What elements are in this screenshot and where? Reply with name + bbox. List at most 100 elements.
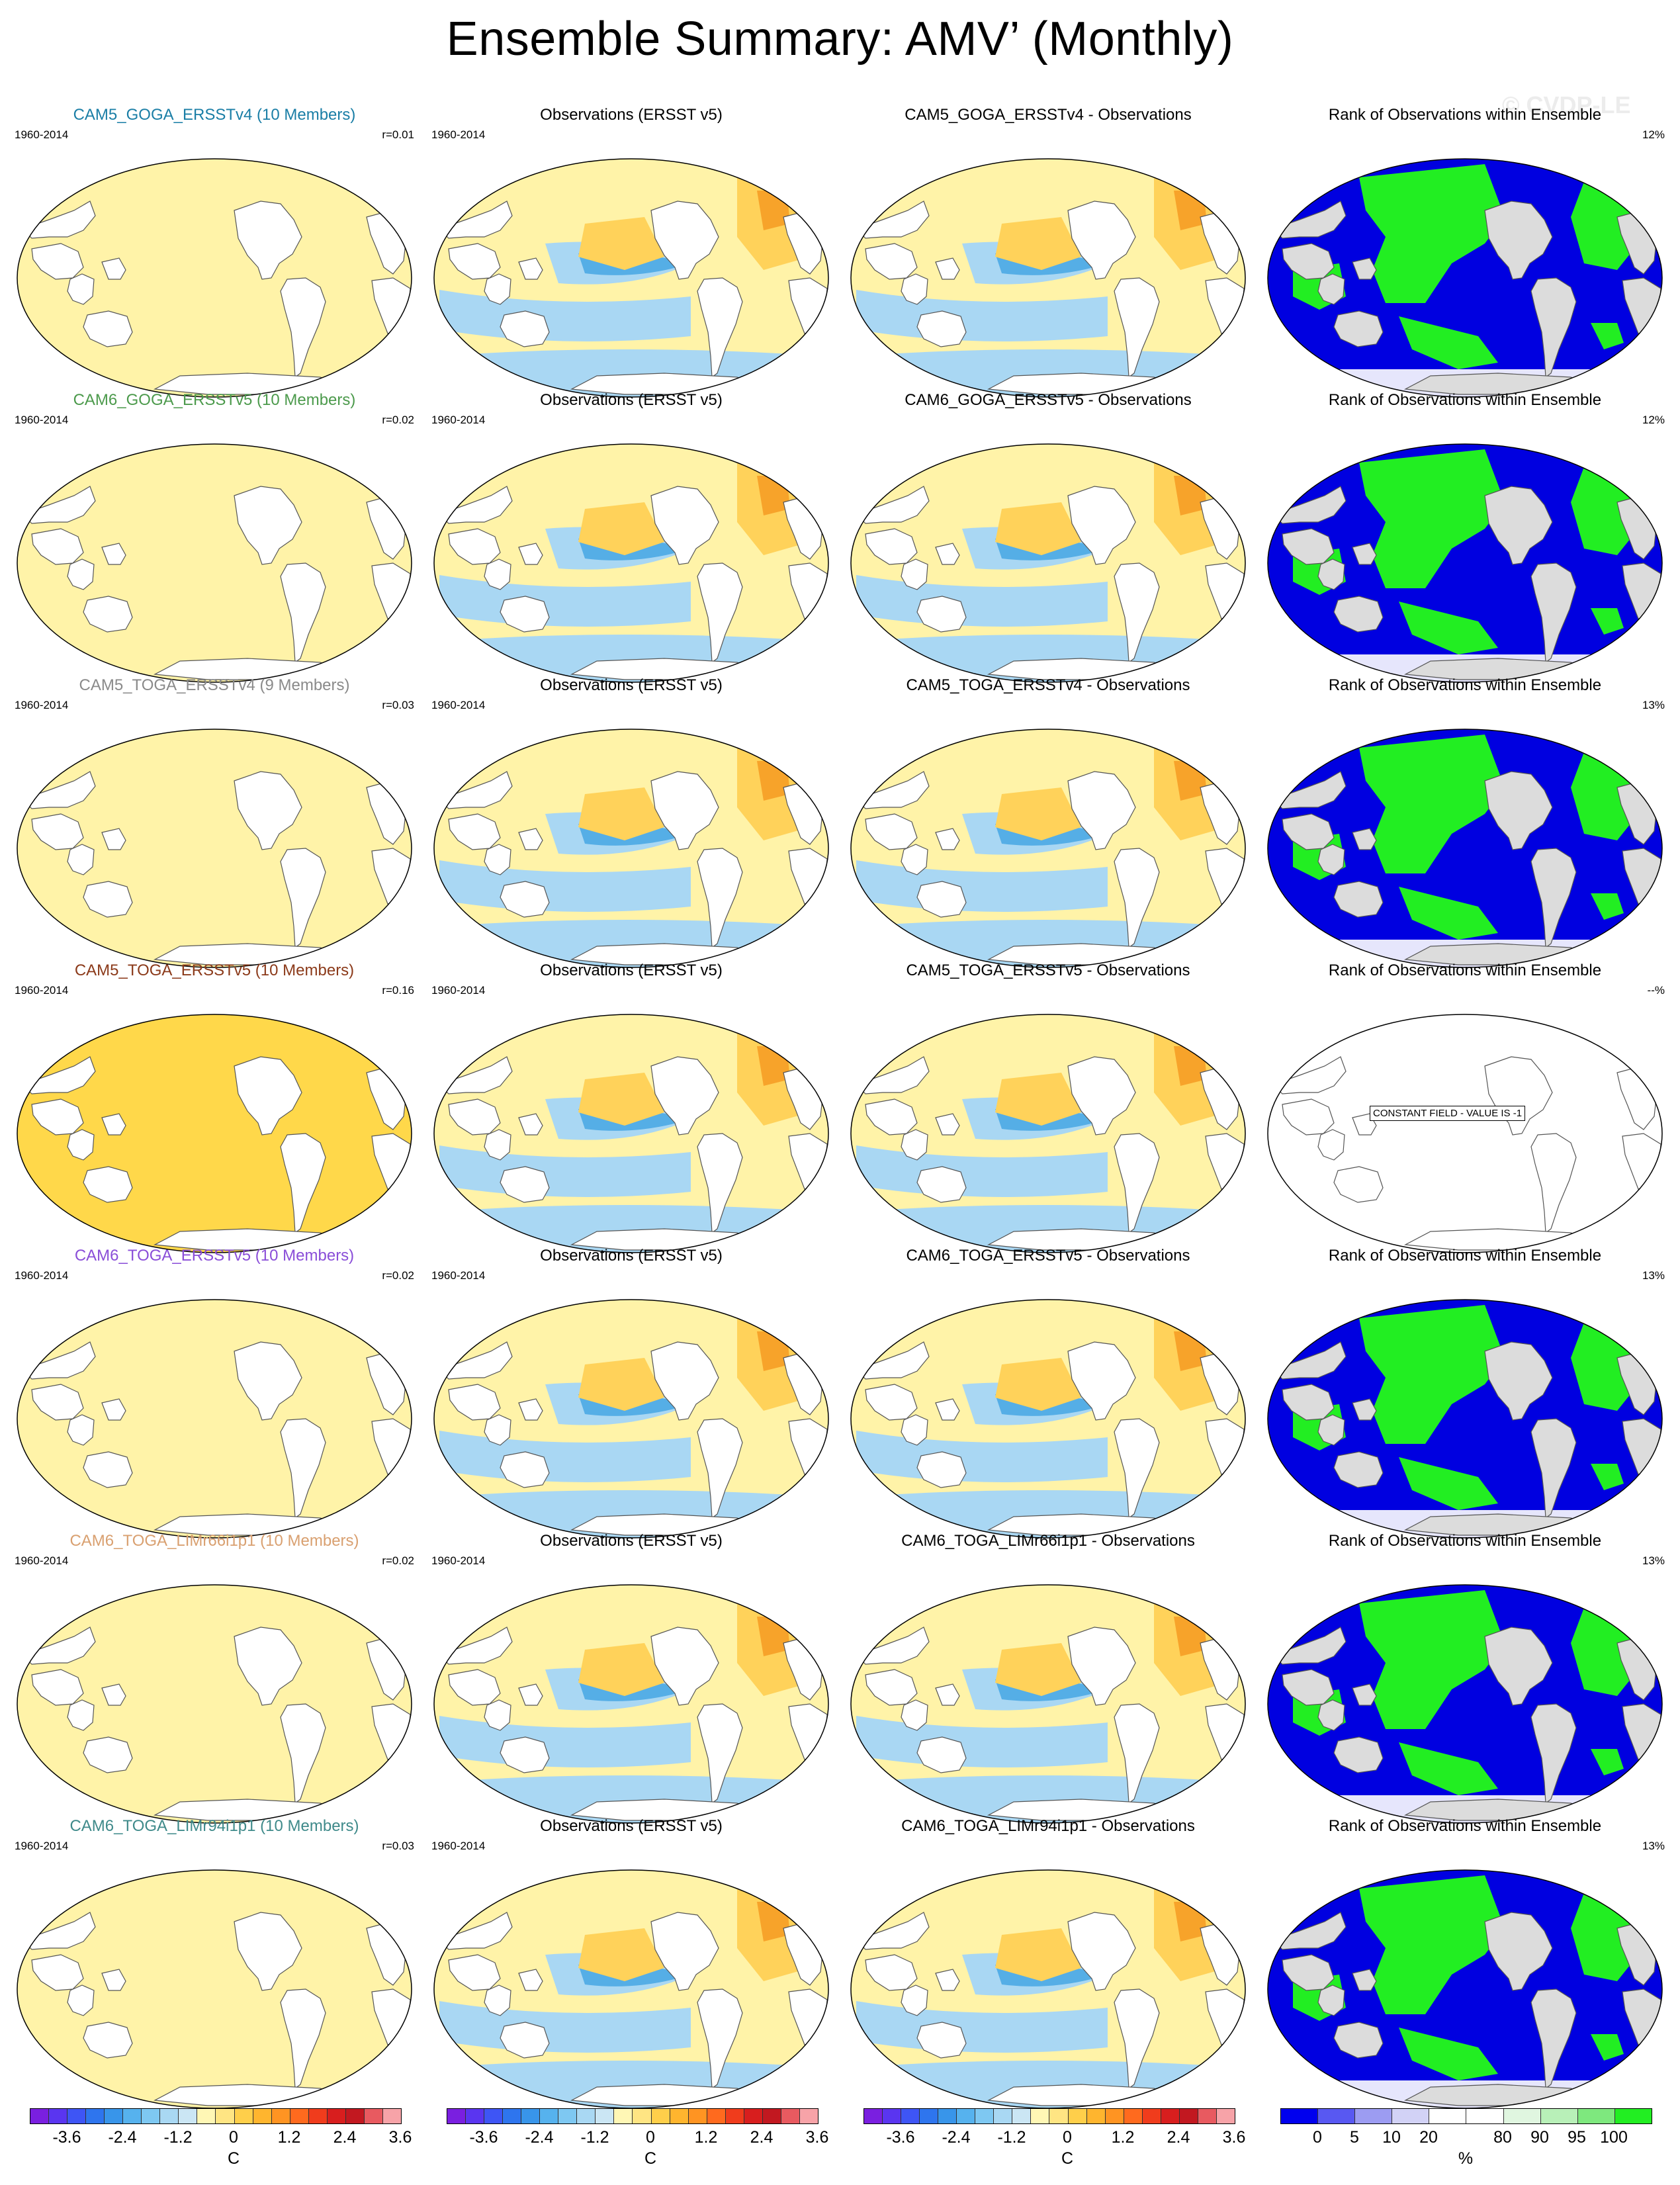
colorbar-swatch [1142,2109,1161,2123]
land-outline [935,1113,960,1136]
rank-region-high [1359,1305,1505,1444]
map-diff [850,1299,1246,1538]
land-outline [1114,1703,1160,1805]
land-outline [83,1736,133,1773]
land-outline [650,1627,719,1706]
colorbar-label: 0 [229,2128,238,2147]
period-label: 1960-2014 [15,414,69,426]
rank-region-high [1399,2028,1498,2080]
land-outline [1333,1166,1384,1203]
panel-title: Observations (ERSST v5) [540,1247,723,1265]
colorbar-swatch [883,2109,902,2123]
land-outline [1352,543,1377,565]
colorbar-swatch [1049,2109,1069,2123]
colorbar-swatch [1179,2109,1198,2123]
anomaly-region [995,502,1081,555]
rank-percent: 12% [1642,128,1665,141]
map-rank [1267,1584,1663,1824]
colorbar-swatch [447,2109,466,2123]
colorbar-label: 10 [1382,2128,1401,2147]
colorbar-swatch [1540,2109,1578,2123]
panel-title: CAM6_GOGA_ERSSTv5 - Observations [905,391,1192,409]
panel-title: Rank of Observations within Ensemble [1328,391,1602,409]
anomaly-region [578,787,664,840]
land-outline [21,1056,96,1094]
land-outline [234,1627,302,1706]
colorbar-swatch [308,2109,328,2123]
land-outline [83,2022,133,2059]
colorbar-swatch [1318,2109,1356,2123]
land-outline [697,562,743,664]
panel-title: CAM6_TOGA_LIMr66i1p1 (10 Members) [69,1532,359,1550]
panel-title: CAM5_TOGA_ERSSTv4 - Observations [906,676,1190,694]
colorbar-label: 1.2 [277,2128,301,2147]
land-outline [1067,1912,1136,1991]
land-outline [101,1969,126,1991]
panel-model-5: CAM6_TOGA_ERSSTv5 (10 Members) 1960-2014 r… [7,1247,422,1538]
land-outline [1114,1133,1160,1234]
land-outline [500,1451,550,1488]
map-rank [1267,1869,1663,2109]
colorbar-label: 1.2 [694,2128,718,2147]
rank-percent: 13% [1642,1554,1665,1567]
land-outline [500,310,550,347]
colorbar-swatch [1105,2109,1124,2123]
land-outline [1484,201,1553,280]
colorbar-label: -1.2 [997,2128,1026,2147]
panel-obs-7: Observations (ERSST v5) 1960-2014 [423,1817,839,2109]
map-obs [433,1869,829,2109]
correlation-label: r=0.16 [382,984,414,997]
rank-region-high [1359,164,1505,303]
map-diff [850,1014,1246,1253]
panel-rank-2: Rank of Observations within Ensemble 12% [1257,391,1673,683]
colorbar-label: -1.2 [580,2128,609,2147]
correlation-label: r=0.03 [382,699,414,711]
colorbar-swatch [86,2109,105,2123]
panel-title: CAM6_TOGA_LIMr94i1p1 (10 Members) [69,1817,359,1835]
panel-title: Observations (ERSST v5) [540,1532,723,1550]
colorbar-swatch [382,2109,401,2123]
colorbar-difference: -3.6 -2.4 -1.2 0 1.2 2.4 3.6 C [863,2108,1245,2174]
land-outline [234,1056,302,1136]
colorbar-label: -3.6 [52,2128,81,2147]
colorbar-swatch [994,2109,1013,2123]
land-outline [1352,828,1377,850]
colorbar-swatch [670,2109,689,2123]
rank-region-high [1591,893,1624,920]
colorbar-unit: C [1061,2149,1074,2168]
panel-title: Observations (ERSST v5) [540,391,723,409]
colorbar-swatch [1577,2109,1615,2123]
panel-obs-6: Observations (ERSST v5) 1960-2014 [423,1532,839,1824]
land-outline [280,848,326,949]
panel-title: CAM5_TOGA_ERSSTv5 (10 Members) [74,961,355,979]
land-outline [855,771,930,809]
map-model [17,443,412,683]
anomaly-region [578,1643,664,1696]
colorbar-swatch [142,2109,161,2123]
land-outline [21,1341,96,1380]
colorbar-swatch [345,2109,365,2123]
land-outline [935,1969,960,1991]
colorbar-swatch [1216,2109,1235,2123]
colorbar-swatch [327,2109,346,2123]
map-rank [1267,1299,1663,1538]
land-outline [650,1912,719,1991]
rank-region-high [1399,602,1498,654]
colorbar-swatch [938,2109,957,2123]
panel-obs-3: Observations (ERSST v5) 1960-2014 [423,676,839,968]
anomaly-region [578,1358,664,1411]
rank-region-high [1359,1875,1505,2014]
land-outline [1530,848,1577,949]
land-outline [67,273,95,305]
land-outline [1530,277,1577,379]
panel-model-2: CAM6_GOGA_ERSSTv5 (10 Members) 1960-2014 r… [7,391,422,683]
land-outline [280,277,326,379]
map-rank [1267,158,1663,398]
panel-diff-2: CAM6_GOGA_ERSSTv5 - Observations [840,391,1256,683]
map-model [17,158,412,398]
colorbar-swatch [179,2109,198,2123]
land-outline [1333,2022,1384,2059]
land-outline [484,1699,511,1731]
colorbar-swatch [49,2109,68,2123]
colorbar-label: -2.4 [525,2128,554,2147]
